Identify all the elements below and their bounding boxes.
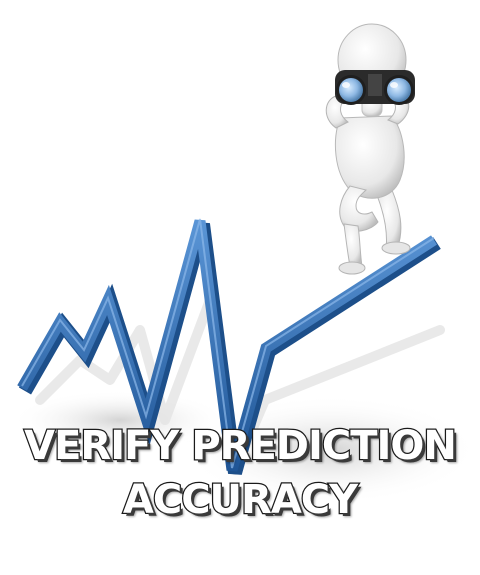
zigzag-trend-line-icon bbox=[17, 218, 441, 475]
binoculars-icon bbox=[335, 70, 415, 105]
caption-title-line-2: ACCURACY bbox=[122, 476, 360, 525]
caption-title-line-1: VERIFY PREDICTION bbox=[23, 422, 458, 471]
binocular-figure-icon bbox=[325, 23, 415, 275]
